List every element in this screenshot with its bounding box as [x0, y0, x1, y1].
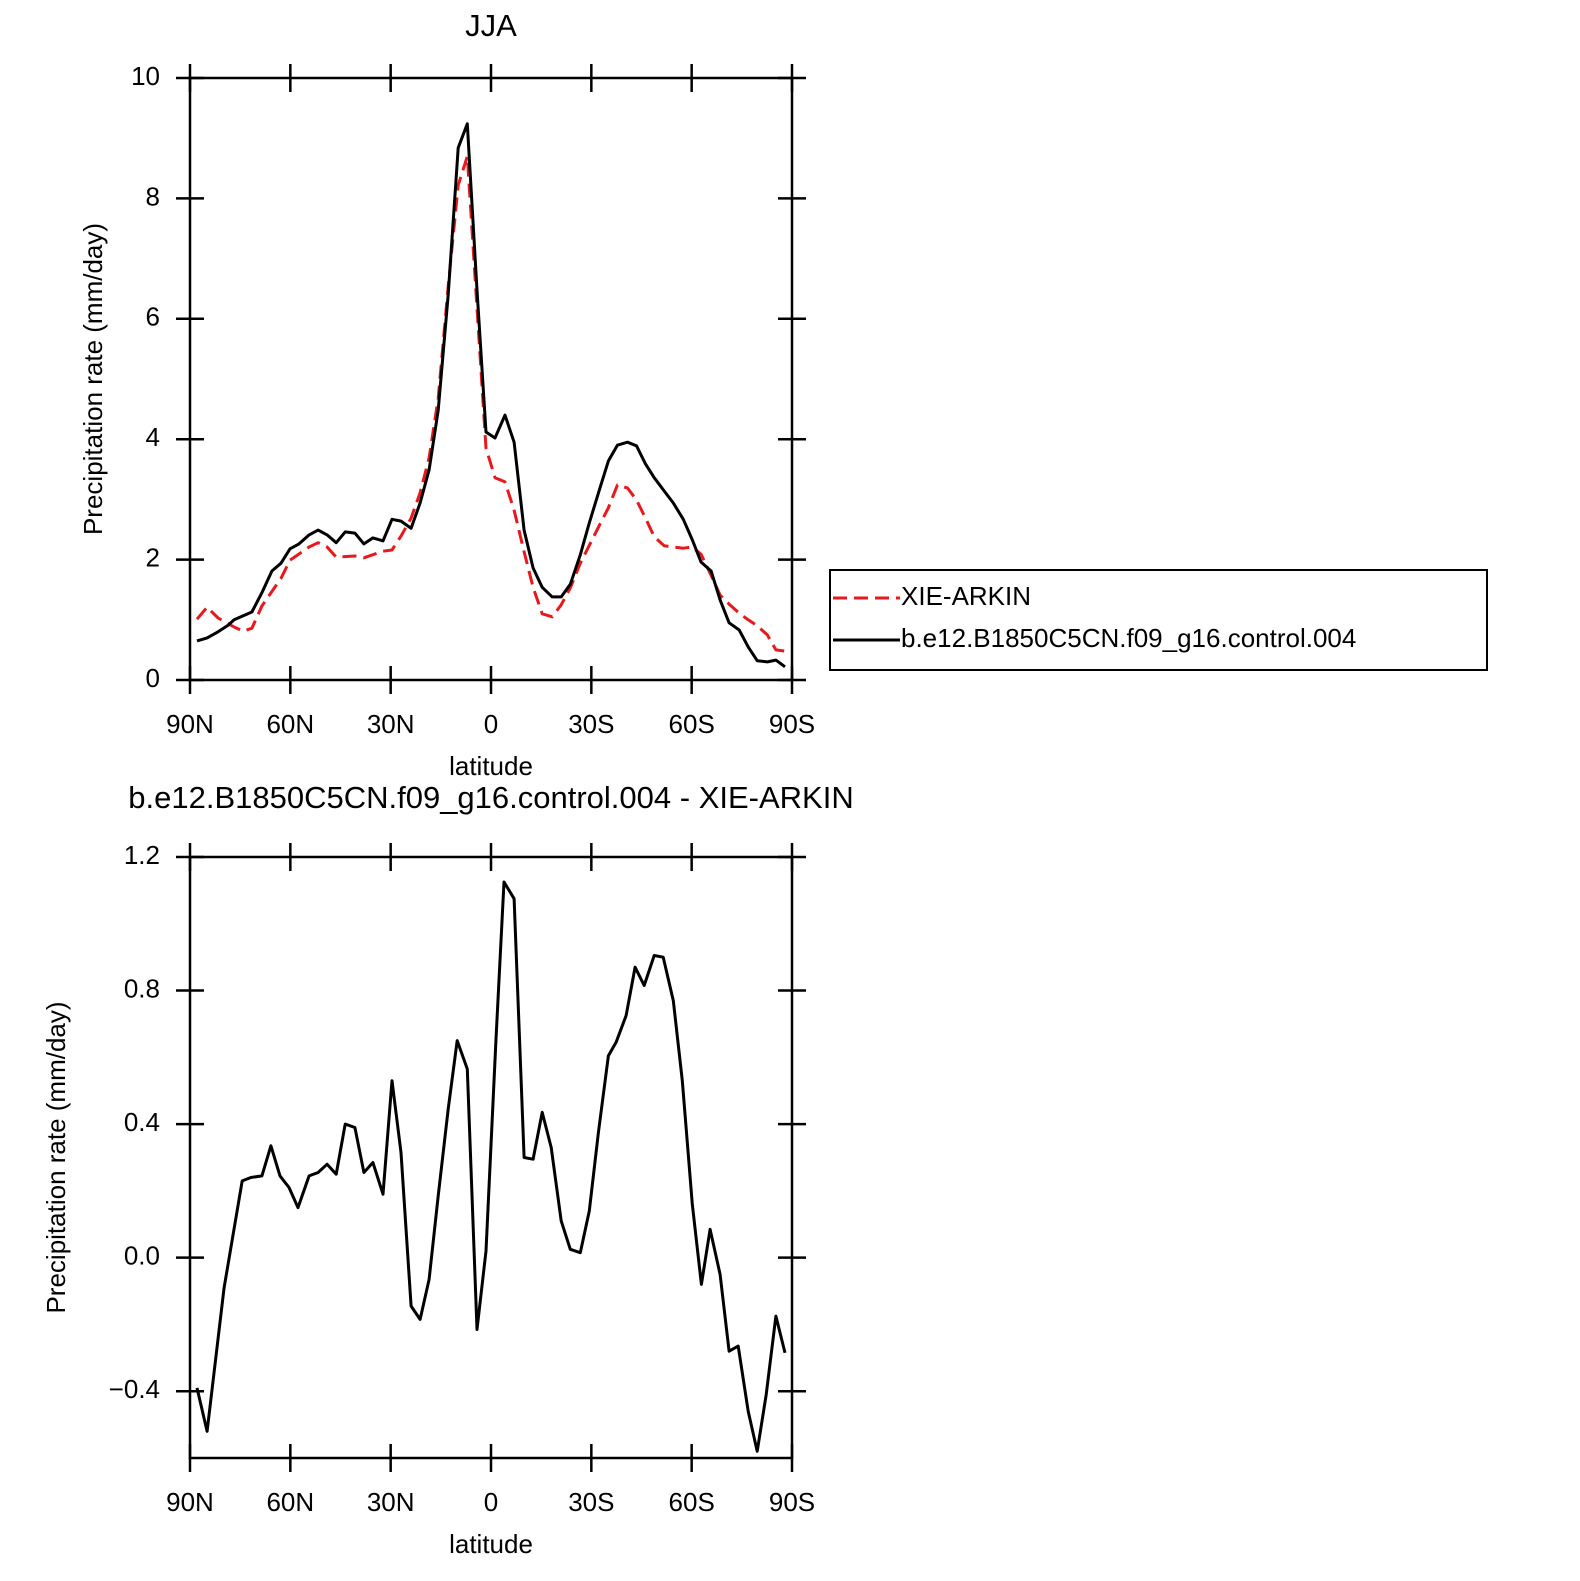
y-tick-label: −0.4: [109, 1374, 160, 1404]
x-tick-label: 30S: [568, 1487, 614, 1517]
y-tick-label: 0: [146, 663, 160, 693]
data-line: [196, 122, 786, 669]
x-tick-label: 60N: [266, 709, 314, 739]
x-tick-label: 0: [484, 709, 498, 739]
x-tick-label: 0: [484, 1487, 498, 1517]
x-tick-label: 60S: [669, 709, 715, 739]
y-tick-label: 4: [146, 422, 160, 452]
x-tick-label: 90N: [166, 1487, 214, 1517]
y-tick-label: 0.0: [124, 1241, 160, 1271]
x-tick-label: 60S: [669, 1487, 715, 1517]
x-tick-label: 30N: [367, 709, 415, 739]
y-tick-label: 6: [146, 302, 160, 332]
legend-label: b.e12.B1850C5CN.f09_g16.control.004: [901, 623, 1356, 653]
y-tick-label: 0.8: [124, 973, 160, 1003]
y-tick-label: 8: [146, 181, 160, 211]
x-tick-label: 90S: [769, 709, 815, 739]
chart-title: b.e12.B1850C5CN.f09_g16.control.004 - XI…: [128, 780, 853, 815]
y-tick-label: 2: [146, 542, 160, 572]
chart-title: JJA: [465, 8, 517, 43]
x-axis-label: latitude: [449, 1529, 533, 1559]
plot-frame: [188, 76, 794, 682]
x-axis-label: latitude: [449, 751, 533, 781]
x-tick-label: 60N: [266, 1487, 314, 1517]
data-line: [195, 154, 786, 653]
y-tick-label: 0.4: [124, 1107, 160, 1137]
y-axis-label: Precipitation rate (mm/day): [78, 223, 108, 535]
x-tick-label: 30N: [367, 1487, 415, 1517]
legend-box: [829, 569, 1488, 671]
x-tick-label: 90N: [166, 709, 214, 739]
y-tick-label: 1.2: [124, 840, 160, 870]
y-axis-label: Precipitation rate (mm/day): [41, 1001, 71, 1313]
data-line: [195, 880, 787, 1453]
x-tick-label: 30S: [568, 709, 614, 739]
y-tick-label: 10: [131, 61, 160, 91]
legend-label: XIE-ARKIN: [901, 581, 1031, 611]
x-tick-label: 90S: [769, 1487, 815, 1517]
